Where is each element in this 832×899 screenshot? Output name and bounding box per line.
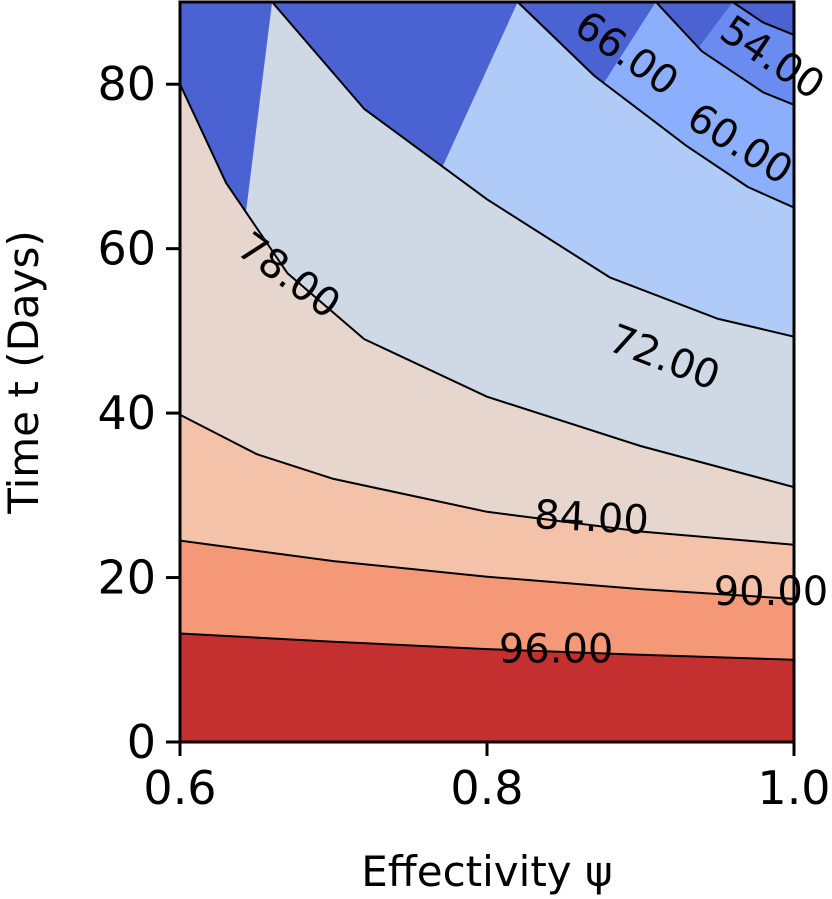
contour-line-66 <box>517 2 794 209</box>
contour-bands <box>180 2 794 742</box>
contour-line-54 <box>732 2 794 36</box>
x-tick-label: 0.6 <box>143 761 216 815</box>
contour-lines <box>180 2 794 661</box>
contour-band-above-96 <box>180 633 794 742</box>
y-tick-label: 80 <box>97 57 156 111</box>
y-tick-label: 40 <box>97 386 156 440</box>
y-tick-label: 0 <box>127 715 156 769</box>
contour-label-96.00: 96.00 <box>499 627 614 673</box>
contour-line-96 <box>180 632 794 661</box>
x-axis-ticks: 0.6 0.8 1.0 <box>143 742 831 815</box>
y-axis-label: Time t (Days) <box>0 230 48 515</box>
contour-line-60 <box>655 2 794 106</box>
x-axis-label: Effectivity ψ <box>361 847 612 896</box>
contour-line-90 <box>180 539 794 600</box>
y-tick-label: 20 <box>97 551 156 605</box>
x-tick-label: 1.0 <box>757 761 830 815</box>
x-tick-label: 0.8 <box>450 761 523 815</box>
y-tick-label: 60 <box>97 222 156 276</box>
contour-line-72 <box>271 2 794 338</box>
y-axis-ticks: 0 20 40 60 80 <box>97 57 180 769</box>
contour-label-84.00: 84.00 <box>533 492 650 544</box>
contour-label-90.00: 90.00 <box>714 569 829 615</box>
contour-line-78 <box>180 83 794 489</box>
contour-line-84 <box>180 413 794 546</box>
